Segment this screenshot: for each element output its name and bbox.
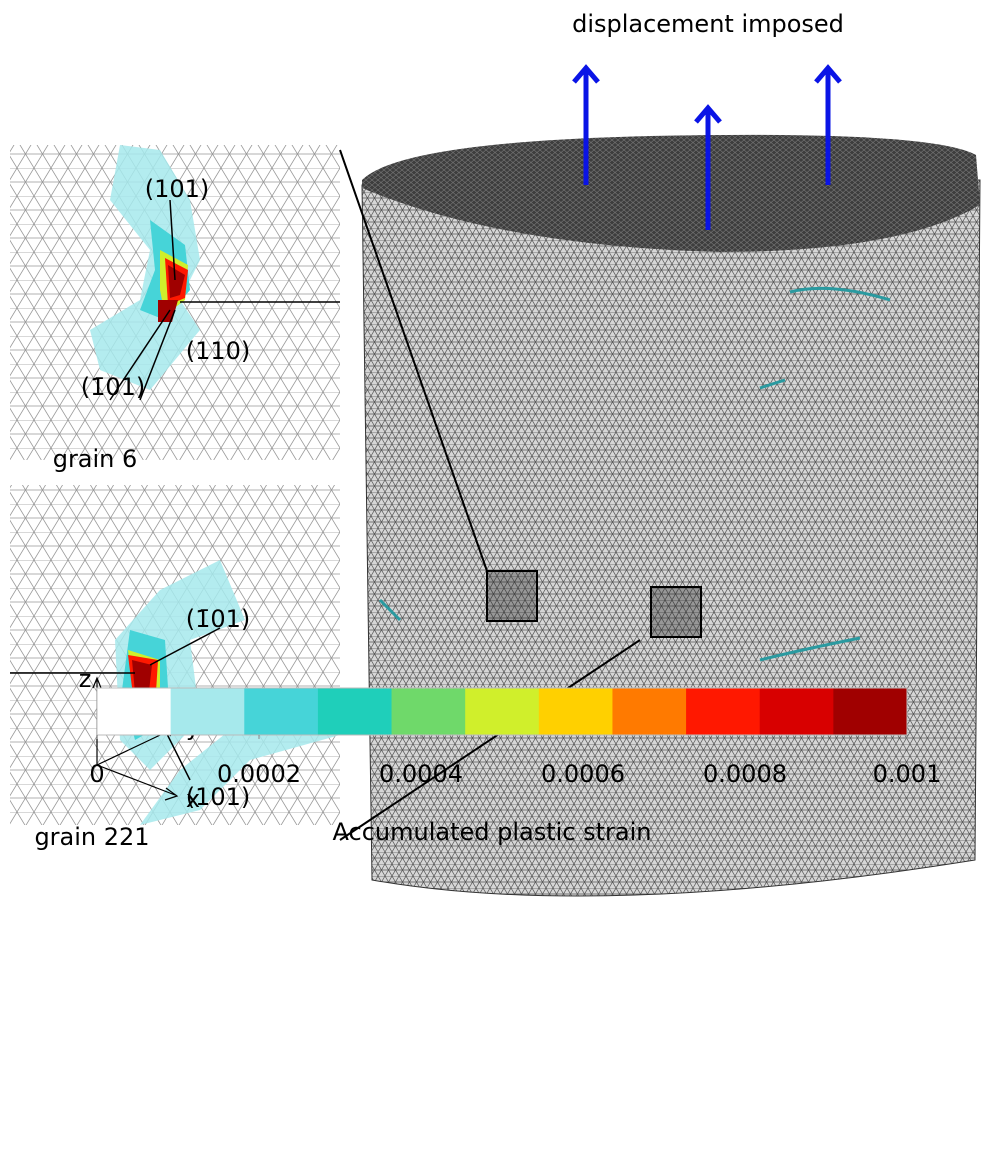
plane-label: (1̄01) <box>81 373 146 401</box>
color-segment <box>465 688 540 735</box>
color-segment <box>244 688 319 735</box>
color-segment <box>170 688 245 735</box>
colorbar-frame <box>96 687 908 736</box>
tick-label: 0.0008 <box>703 760 787 788</box>
colorbar: 0 0.0002 0.0004 0.0006 0.0008 0.001 <box>89 687 942 788</box>
tick-label: 0.0002 <box>217 760 301 788</box>
plane-label: (1̄01) <box>186 605 251 633</box>
color-segment <box>97 688 172 735</box>
color-segment <box>833 688 908 735</box>
connector <box>339 149 641 841</box>
color-segment <box>686 688 761 735</box>
tick-label: 0.0006 <box>541 760 625 788</box>
plane-traces <box>109 199 340 401</box>
axis-label: x <box>186 785 200 813</box>
color-segment <box>612 688 687 735</box>
colorbar-label: Accumulated plastic strain <box>333 818 652 846</box>
grain-label: grain 221 <box>34 823 149 851</box>
specimen-body <box>361 179 981 897</box>
tick-label: 0 <box>89 760 104 788</box>
plane-label: (101) <box>145 175 210 203</box>
color-segment <box>759 688 834 735</box>
color-segment <box>317 688 393 735</box>
zoom-box <box>650 586 702 638</box>
zoom-box <box>486 570 538 622</box>
color-segment <box>538 688 613 735</box>
grain-label: grain 6 <box>53 445 138 473</box>
color-segment <box>391 688 466 735</box>
load-arrows <box>572 64 842 230</box>
plane-label: (101) <box>186 783 251 811</box>
title: displacement imposed <box>572 10 844 38</box>
axis-label: z <box>79 665 92 693</box>
defect-traces <box>378 286 891 662</box>
inset-grain-6 <box>10 145 340 460</box>
tick-label: 0.0004 <box>379 760 463 788</box>
tick-label: 0.001 <box>873 760 942 788</box>
plane-label: (110) <box>186 337 251 365</box>
